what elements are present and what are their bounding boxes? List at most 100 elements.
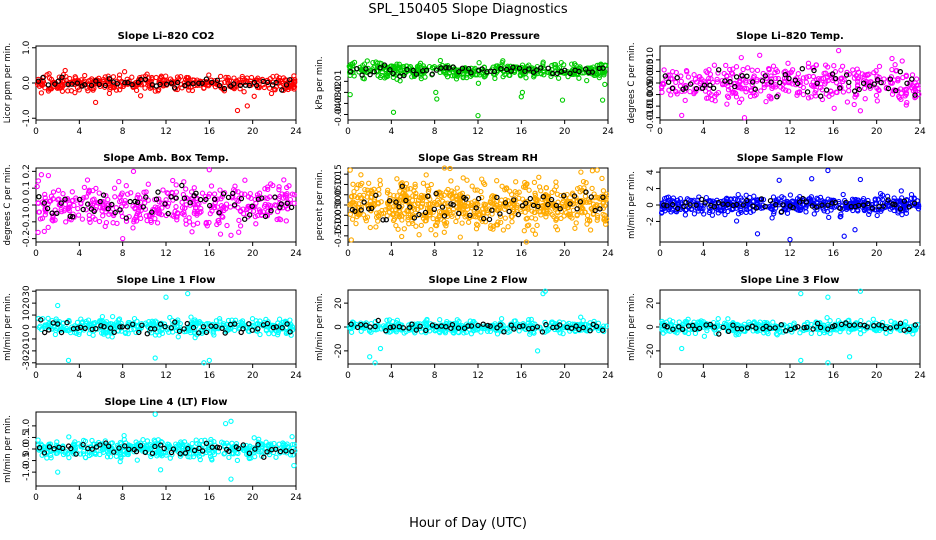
data-point-black: [259, 195, 265, 201]
data-point: [582, 193, 589, 199]
data-point: [552, 64, 559, 70]
data-point: [768, 73, 774, 79]
data-point: [733, 64, 740, 70]
data-point: [803, 74, 810, 80]
data-point: [714, 76, 720, 83]
data-point: [798, 357, 804, 364]
data-point: [812, 90, 818, 96]
data-point: [123, 183, 129, 189]
data-point: [135, 192, 141, 198]
data-point-black: [693, 85, 700, 92]
data-point-black: [897, 68, 904, 75]
data-point: [93, 185, 99, 192]
data-point: [851, 70, 857, 77]
data-point-black: [733, 74, 740, 80]
data-point-black: [206, 202, 213, 209]
data-point: [475, 112, 481, 119]
data-point: [237, 86, 243, 92]
data-point: [163, 73, 169, 79]
data-point: [69, 189, 75, 195]
data-point-black: [390, 70, 396, 77]
data-point: [390, 109, 397, 115]
data-point: [486, 206, 492, 212]
data-point: [206, 357, 212, 364]
data-point: [810, 73, 817, 80]
data-point: [107, 86, 113, 93]
data-point: [766, 65, 772, 72]
data-point: [659, 89, 665, 95]
data-point: [889, 91, 896, 97]
x-tick-label: 24: [602, 249, 614, 259]
data-point-black: [762, 73, 769, 79]
data-point: [896, 95, 903, 101]
data-point-black: [168, 194, 174, 200]
panel-title: Slope Line 1 Flow: [117, 275, 216, 286]
x-tick-label: 8: [744, 249, 750, 259]
data-point: [116, 72, 123, 78]
data-point-black: [181, 195, 188, 201]
data-point: [813, 87, 819, 94]
data-point: [407, 186, 413, 192]
data-point-black: [586, 69, 592, 76]
data-point: [824, 315, 830, 321]
data-point-black: [69, 81, 75, 87]
panel-title: Slope Gas Stream RH: [418, 153, 538, 164]
data-point-black: [230, 81, 237, 87]
x-tick-label: 8: [120, 127, 126, 137]
data-point-black: [135, 79, 141, 86]
data-point: [237, 223, 244, 229]
y-tick-label: 20: [334, 297, 344, 309]
data-point: [291, 192, 297, 198]
data-point-black: [722, 78, 728, 84]
y-tick-label: -0.02: [334, 81, 344, 104]
data-point: [401, 226, 407, 232]
data-points: [659, 288, 921, 366]
data-point-black: [669, 85, 676, 92]
plot-frame: [347, 45, 609, 121]
data-point: [155, 88, 161, 94]
data-point: [691, 90, 697, 97]
data-point: [481, 74, 487, 80]
data-point-black: [69, 213, 76, 220]
x-tick-label: 4: [388, 127, 394, 137]
data-point: [912, 89, 919, 96]
data-point: [739, 96, 745, 102]
data-point: [874, 212, 880, 219]
data-point: [160, 187, 166, 193]
x-tick-label: 16: [204, 249, 216, 259]
data-point: [68, 88, 75, 94]
x-tick-label: 24: [914, 127, 926, 137]
data-point: [209, 203, 216, 209]
panel-title: Slope Line 3 Flow: [741, 275, 840, 286]
data-point: [602, 221, 609, 227]
data-point: [543, 214, 549, 220]
data-point-black: [220, 191, 227, 197]
data-point-black: [132, 198, 138, 205]
x-tick-label: 12: [472, 249, 483, 259]
x-tick-label: 16: [204, 493, 216, 503]
data-point: [460, 175, 466, 181]
data-point: [456, 71, 462, 77]
data-point-black: [662, 73, 669, 79]
x-tick-label: 20: [871, 249, 883, 259]
data-point: [479, 194, 485, 201]
data-point: [260, 82, 266, 88]
x-tick-label: 16: [516, 249, 528, 259]
data-point: [494, 63, 501, 69]
data-point: [358, 205, 365, 211]
data-point-black: [106, 76, 113, 82]
data-point: [526, 187, 532, 193]
data-point: [218, 203, 225, 209]
y-axis-label: percent per min.: [315, 170, 325, 241]
x-tick-label: 0: [345, 371, 351, 381]
data-point: [826, 93, 832, 99]
data-point: [134, 194, 140, 201]
data-point: [96, 218, 103, 225]
data-point: [576, 75, 582, 81]
data-point: [390, 217, 397, 224]
data-point-black: [554, 70, 560, 77]
y-tick-label: 0.2: [22, 164, 32, 178]
data-point: [224, 222, 230, 229]
data-point: [349, 216, 356, 222]
y-tick-label: -0.05: [334, 204, 344, 227]
